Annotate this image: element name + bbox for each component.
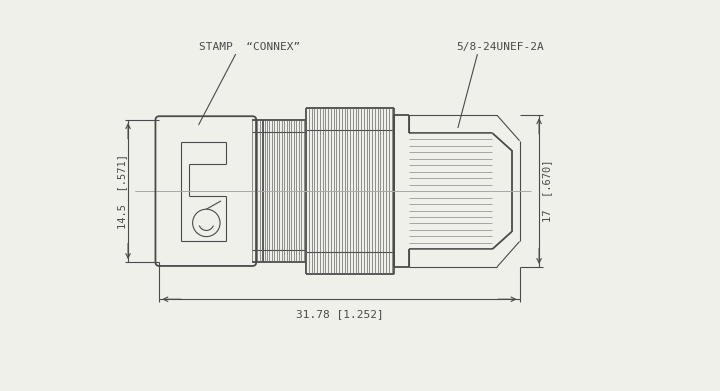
Text: STAMP  “CONNEX”: STAMP “CONNEX” [199,42,300,52]
Text: 17  [.670]: 17 [.670] [542,160,552,222]
Text: 5/8-24UNEF-2A: 5/8-24UNEF-2A [456,42,544,52]
Text: 14.5  [.571]: 14.5 [.571] [117,154,127,229]
Text: 31.78 [1.252]: 31.78 [1.252] [296,309,383,319]
